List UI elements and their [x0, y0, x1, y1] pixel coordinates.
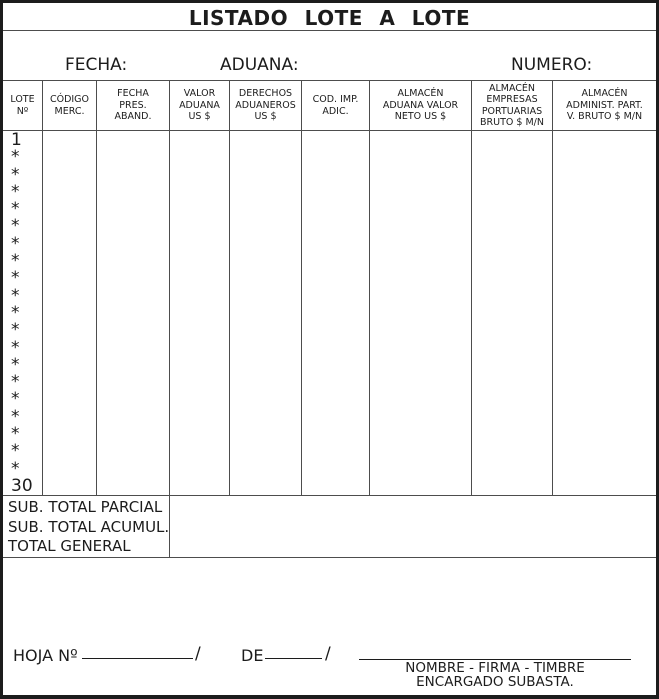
lot-row-value: *	[11, 268, 20, 289]
lot-row-value: *	[11, 181, 20, 202]
hoja-label: HOJA Nº	[13, 646, 78, 665]
lot-row-value: *	[11, 216, 20, 237]
signature-block: NOMBRE - FIRMA - TIMBRE ENCARGADO SUBAST…	[359, 647, 631, 690]
table-header-cell: ALMACÉN ADMINIST. PART. V. BRUTO $ M/N	[553, 81, 656, 131]
total-row-label: SUB. TOTAL PARCIAL	[8, 498, 163, 516]
lot-row-value: *	[11, 337, 20, 358]
empty-cell-codigo	[43, 131, 97, 495]
lot-row-value: *	[11, 164, 20, 185]
lot-row-value: *	[11, 233, 20, 254]
totals-labels: SUB. TOTAL PARCIAL SUB. TOTAL ACUMUL. TOTA…	[3, 496, 170, 557]
lot-number-column: 1 * * * * * * * * * * * * * * * * * * * 30	[3, 131, 43, 495]
hoja-slash: /	[195, 644, 201, 664]
lot-row-value: 1	[11, 130, 22, 150]
numero-label: NUMERO:	[511, 55, 593, 75]
table-header-cell: ALMACÉN ADUANA VALOR NETO US $	[370, 81, 472, 131]
aduana-label: ADUANA:	[220, 55, 299, 75]
de-slash: /	[325, 644, 331, 664]
table-header-cell: COD. IMP. ADIC.	[302, 81, 370, 131]
table-header-cell: ALMACÉN EMPRESAS PORTUARIAS BRUTO $ M/N	[472, 81, 553, 131]
totals-section: SUB. TOTAL PARCIAL SUB. TOTAL ACUMUL. TOTA…	[3, 495, 656, 558]
lot-row-value: *	[11, 424, 20, 445]
lot-row-value: *	[11, 320, 20, 341]
empty-cell-almacen-administ	[553, 131, 656, 495]
fecha-label: FECHA:	[65, 55, 128, 75]
lot-row-value: *	[11, 389, 20, 410]
empty-cell-almacen-portuarias	[472, 131, 553, 495]
total-row-label: TOTAL GENERAL	[8, 537, 131, 555]
table-header-cell: LOTE Nº	[3, 81, 43, 131]
de-label: DE	[241, 646, 264, 665]
table-header-cell: FECHA PRES. ABAND.	[97, 81, 170, 131]
lot-row-value: *	[11, 199, 20, 220]
de-blank-line	[265, 643, 322, 659]
signature-caption-2: ENCARGADO SUBASTA.	[416, 673, 574, 690]
totals-value-area	[170, 496, 656, 557]
signature-caption-1: NOMBRE - FIRMA - TIMBRE	[405, 660, 585, 676]
table-header-row: LOTE Nº CÓDIGO MERC. FECHA PRES. ABAND. VAL…	[3, 81, 656, 131]
lot-row-value: *	[11, 406, 20, 427]
table-body: 1 * * * * * * * * * * * * * * * * * * * 30	[3, 131, 656, 495]
lot-row-value: *	[11, 147, 20, 168]
empty-cell-cod-imp	[302, 131, 370, 495]
empty-cell-almacen-aduana	[370, 131, 472, 495]
lot-row-value: *	[11, 302, 20, 323]
table-header-cell: CÓDIGO MERC.	[43, 81, 97, 131]
lot-row-value: 30	[11, 475, 33, 496]
empty-cell-fecha-abandono	[97, 131, 170, 495]
total-row-label: SUB. TOTAL ACUMUL.	[8, 517, 170, 536]
table-header-cell: VALOR ADUANA US $	[170, 81, 230, 131]
lot-row-value: *	[11, 441, 20, 462]
lot-row-value: *	[11, 285, 20, 306]
lot-row-value: *	[11, 458, 20, 479]
page-title: LISTADO LOTE A LOTE	[188, 6, 471, 30]
lot-table: LOTE Nº CÓDIGO MERC. FECHA PRES. ABAND. VAL…	[3, 80, 656, 495]
title-bar: LISTADO LOTE A LOTE	[3, 3, 656, 31]
lot-row-value: *	[11, 354, 20, 375]
lot-row-value: *	[11, 251, 20, 272]
lot-row-value: *	[11, 372, 20, 393]
empty-cell-derechos	[230, 131, 302, 495]
signature-line	[359, 647, 631, 660]
table-header-cell: DERECHOS ADUANEROS US $	[230, 81, 302, 131]
hoja-blank-line	[82, 643, 193, 659]
empty-cell-valor-aduana	[170, 131, 230, 495]
